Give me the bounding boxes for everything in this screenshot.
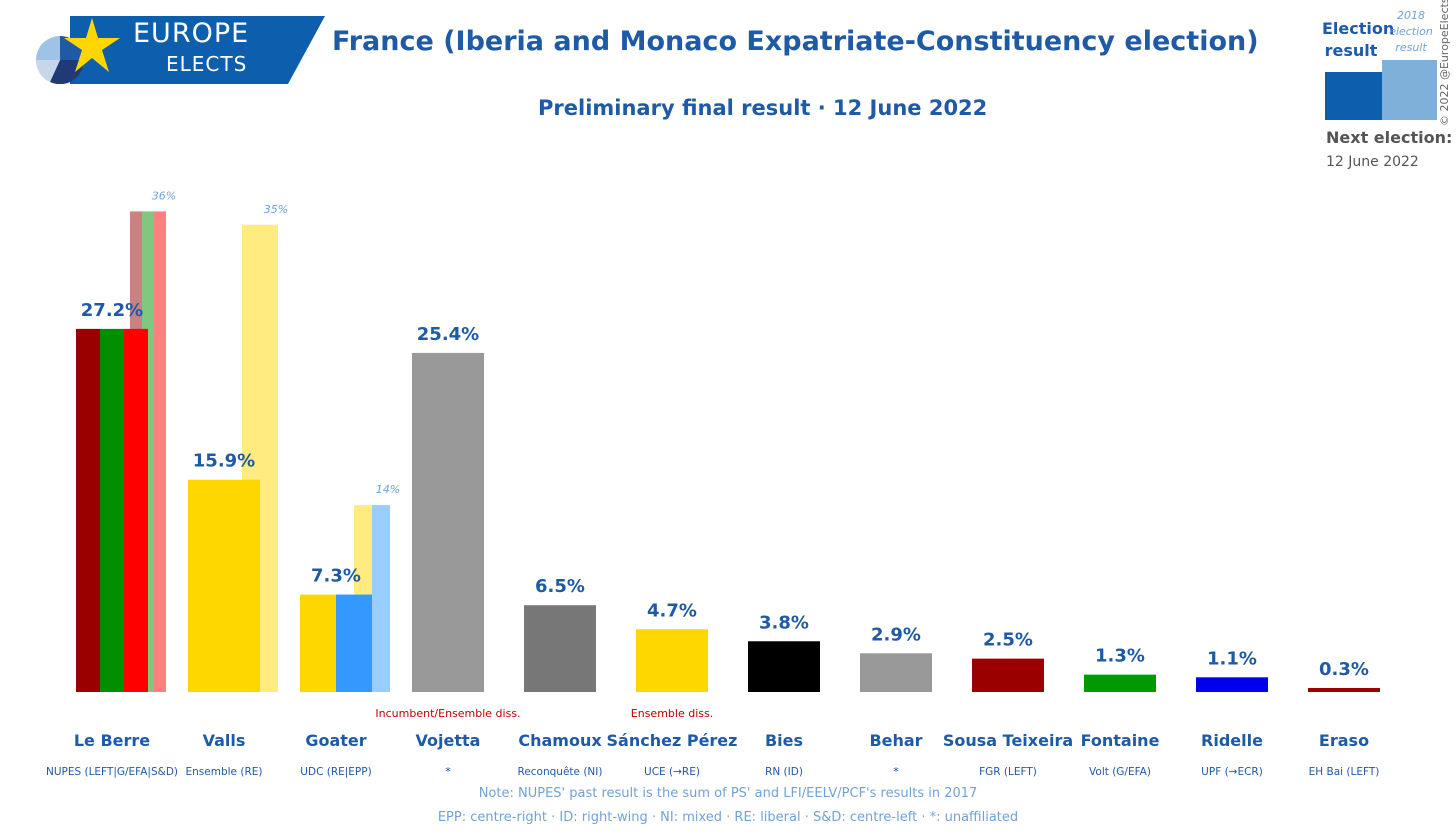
- candidate-name: Ridelle: [1201, 731, 1263, 750]
- value-label: 4.7%: [647, 600, 697, 621]
- candidate-affiliation: UDC (RE|EPP): [300, 766, 371, 778]
- value-label: 1.1%: [1207, 648, 1257, 669]
- result-bar: [100, 328, 124, 692]
- result-bar: [524, 605, 596, 692]
- result-bar: [336, 594, 372, 692]
- candidate-name: Goater: [305, 731, 366, 750]
- candidate-annotation: Ensemble diss.: [631, 707, 713, 720]
- candidate-name: Eraso: [1319, 731, 1369, 750]
- candidate-name: Fontaine: [1081, 731, 1160, 750]
- candidate-name: Sousa Teixeira: [943, 731, 1073, 750]
- next-election-label: Next election:: [1326, 128, 1453, 147]
- result-bar: [300, 594, 336, 692]
- result-bar: [860, 653, 932, 692]
- europe-elects-logo: [35, 16, 325, 84]
- result-bar: [1196, 677, 1268, 692]
- result-bar: [748, 641, 820, 692]
- value-label: 0.3%: [1319, 659, 1369, 680]
- value-label: 7.3%: [311, 566, 361, 587]
- candidate-affiliation: UCE (→RE): [644, 766, 700, 778]
- previous-result-bar: [154, 211, 166, 692]
- candidate-name: Chamoux: [518, 731, 602, 750]
- logo-text-europe: EUROPE: [133, 18, 250, 49]
- result-bar: [972, 658, 1044, 692]
- value-label: 6.5%: [535, 576, 585, 597]
- value-label: 3.8%: [759, 612, 809, 633]
- logo-text-elects: ELECTS: [166, 52, 248, 76]
- candidate-name: Le Berre: [74, 731, 150, 750]
- candidate-name: Valls: [203, 731, 246, 750]
- value-label: 1.3%: [1095, 646, 1145, 667]
- result-bar: [124, 328, 148, 692]
- note-line-2: EPP: centre-right · ID: right-wing · NI:…: [437, 810, 1019, 825]
- candidate-name: Bies: [765, 731, 803, 750]
- next-election-date: 12 June 2022: [1326, 154, 1419, 170]
- result-bar: [1308, 687, 1380, 692]
- value-label: 2.9%: [871, 624, 921, 645]
- value-label: 25.4%: [417, 324, 479, 345]
- previous-result-label: 14%: [376, 483, 400, 496]
- previous-result-label: 36%: [152, 189, 176, 202]
- candidate-name: Sánchez Pérez: [607, 731, 738, 750]
- value-label: 27.2%: [81, 300, 143, 321]
- candidate-affiliation: UPF (→ECR): [1201, 766, 1263, 778]
- result-bar: [76, 328, 100, 692]
- legend-current-label: Election result: [1322, 19, 1395, 60]
- candidate-affiliation: Ensemble (RE): [186, 766, 263, 778]
- candidate-name: Vojetta: [416, 731, 481, 750]
- candidate-affiliation: FGR (LEFT): [979, 766, 1037, 778]
- legend-previous-swatch: [1382, 60, 1437, 120]
- candidate-affiliation: EH Bai (LEFT): [1309, 766, 1380, 778]
- result-bar: [636, 629, 708, 692]
- legend-previous-label: 2018 election result: [1389, 9, 1433, 54]
- value-label: 2.5%: [983, 630, 1033, 651]
- candidate-affiliation: NUPES (LEFT|G/EFA|S&D): [46, 766, 178, 778]
- previous-result-bar: [372, 505, 390, 692]
- candidate-affiliation: RN (ID): [765, 766, 803, 778]
- result-bar: [1084, 674, 1156, 692]
- chart-title: France (Iberia and Monaco Expatriate-Con…: [332, 26, 1259, 57]
- result-bar: [412, 352, 484, 692]
- note-line-1: Note: NUPES' past result is the sum of P…: [478, 786, 978, 801]
- legend-current-swatch: [1325, 72, 1383, 120]
- result-bar: [188, 479, 260, 692]
- candidate-affiliation: *: [893, 766, 898, 778]
- previous-result-label: 35%: [264, 203, 288, 216]
- candidate-name: Behar: [869, 731, 922, 750]
- candidate-affiliation: Reconquête (NI): [518, 766, 603, 778]
- chart-subtitle: Preliminary final result · 12 June 2022: [538, 96, 988, 120]
- candidate-affiliation: Volt (G/EFA): [1089, 766, 1151, 778]
- candidate-annotation: Incumbent/Ensemble diss.: [375, 707, 520, 720]
- candidate-affiliation: *: [445, 766, 450, 778]
- value-label: 15.9%: [193, 451, 255, 472]
